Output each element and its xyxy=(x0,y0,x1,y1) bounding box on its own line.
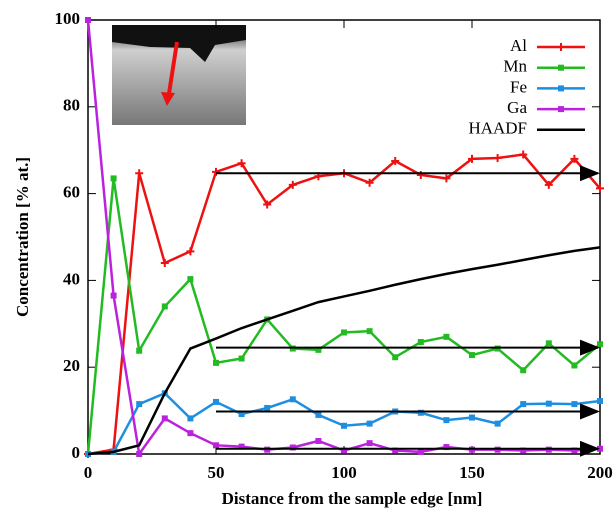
marker xyxy=(161,415,168,422)
marker xyxy=(558,106,564,113)
marker xyxy=(135,169,144,178)
marker xyxy=(341,447,347,454)
marker xyxy=(238,355,245,362)
marker xyxy=(391,157,400,166)
marker xyxy=(558,64,564,71)
legend-label: Al xyxy=(510,36,527,55)
marker xyxy=(520,447,527,454)
marker xyxy=(213,359,219,366)
marker xyxy=(187,415,194,422)
x-tick-label: 0 xyxy=(84,463,93,482)
x-tick-label: 50 xyxy=(208,463,225,482)
x-axis-label: Distance from the sample edge [nm] xyxy=(222,489,483,508)
marker xyxy=(366,440,373,447)
inset-image xyxy=(112,25,246,125)
marker xyxy=(213,398,219,405)
marker xyxy=(468,154,476,163)
marker xyxy=(365,178,374,187)
y-axis-label: Concentration [% at.] xyxy=(13,157,32,317)
marker xyxy=(136,401,143,408)
marker xyxy=(315,411,322,418)
marker xyxy=(341,422,347,429)
marker xyxy=(469,352,475,359)
marker xyxy=(545,400,552,407)
marker xyxy=(519,150,528,159)
legend-label: Ga xyxy=(507,98,527,117)
series-line xyxy=(87,246,601,456)
y-tick-label: 80 xyxy=(63,96,80,115)
marker xyxy=(571,401,578,408)
marker xyxy=(417,339,424,346)
marker xyxy=(597,398,603,405)
marker xyxy=(160,259,169,268)
marker xyxy=(315,437,322,444)
marker xyxy=(136,347,143,354)
marker xyxy=(443,417,450,424)
marker xyxy=(341,329,347,336)
marker xyxy=(571,447,578,454)
marker xyxy=(520,367,527,374)
marker xyxy=(212,167,220,176)
marker xyxy=(238,411,245,418)
marker xyxy=(161,303,168,310)
marker xyxy=(110,292,117,299)
marker xyxy=(366,420,373,427)
marker xyxy=(237,159,246,168)
marker xyxy=(545,340,552,347)
marker xyxy=(570,154,579,163)
marker xyxy=(186,247,195,256)
marker xyxy=(544,180,553,189)
marker xyxy=(264,404,271,411)
y-tick-label: 40 xyxy=(63,269,80,288)
legend-label: Fe xyxy=(510,77,527,96)
marker xyxy=(392,447,399,454)
marker xyxy=(596,184,604,193)
marker xyxy=(213,442,219,449)
marker xyxy=(520,401,527,408)
legend-label: HAADF xyxy=(468,119,527,138)
marker xyxy=(494,420,501,427)
y-tick-label: 20 xyxy=(63,356,80,375)
marker xyxy=(558,85,564,92)
y-tick-label: 100 xyxy=(55,9,81,28)
marker xyxy=(238,443,245,450)
marker xyxy=(289,396,296,403)
marker xyxy=(442,174,451,183)
x-tick-label: 200 xyxy=(587,463,613,482)
marker xyxy=(315,346,322,353)
marker xyxy=(110,175,117,182)
marker xyxy=(417,448,424,455)
legend-label: Mn xyxy=(503,57,527,76)
marker xyxy=(136,451,143,457)
x-tick-label: 150 xyxy=(459,463,485,482)
marker xyxy=(597,341,603,348)
marker xyxy=(443,444,450,451)
marker xyxy=(443,333,450,340)
marker xyxy=(289,444,296,451)
y-tick-label: 0 xyxy=(72,443,81,462)
marker xyxy=(597,445,603,452)
y-tick-label: 60 xyxy=(63,183,80,202)
marker xyxy=(417,409,424,416)
marker xyxy=(85,17,91,23)
series-line xyxy=(86,178,601,455)
x-tick-label: 100 xyxy=(331,463,357,482)
marker xyxy=(469,414,475,421)
marker xyxy=(366,328,373,335)
marker xyxy=(288,180,297,189)
marker xyxy=(493,154,502,163)
marker xyxy=(263,200,272,209)
marker xyxy=(187,276,194,283)
marker xyxy=(187,430,194,437)
marker xyxy=(392,354,399,361)
marker xyxy=(571,362,578,369)
marker xyxy=(557,43,565,51)
